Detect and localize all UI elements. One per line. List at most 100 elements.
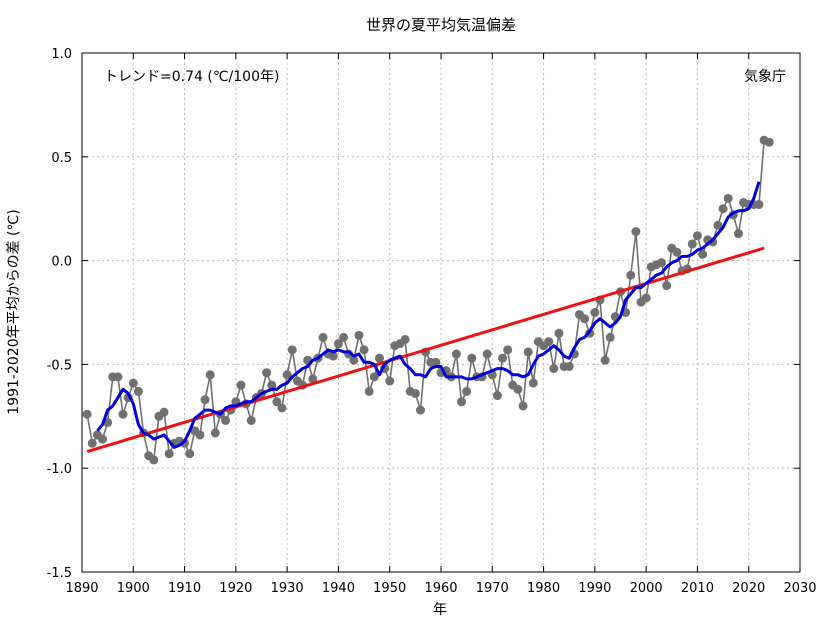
annual-anomaly-point <box>287 345 297 355</box>
annual-anomaly-point <box>626 270 636 280</box>
annual-anomaly-point <box>457 397 467 407</box>
annual-anomaly-point <box>451 349 461 359</box>
y-tick-label: 0.5 <box>51 151 72 166</box>
annual-anomaly-point <box>262 368 272 378</box>
annual-anomaly-point <box>467 353 477 363</box>
x-tick-label: 1960 <box>424 581 457 596</box>
annual-anomaly-point <box>713 220 723 230</box>
annual-anomaly-point <box>282 370 292 380</box>
annual-anomaly-point <box>523 347 533 357</box>
y-tick-label: -1.0 <box>47 462 72 477</box>
annual-anomaly-point <box>605 332 615 342</box>
annual-anomaly-point <box>339 332 349 342</box>
annual-anomaly-point <box>733 229 743 239</box>
annual-anomaly-point <box>113 372 123 382</box>
annual-anomaly-point <box>185 449 195 459</box>
x-tick-label: 1920 <box>219 581 252 596</box>
annual-anomaly-point <box>641 293 651 303</box>
annual-anomaly-point <box>410 388 420 398</box>
annual-anomaly-point <box>662 281 672 291</box>
annual-anomaly-point <box>82 409 92 419</box>
annual-anomaly-point <box>513 384 523 394</box>
y-tick-label: -1.5 <box>47 566 72 581</box>
annual-anomaly-point <box>554 328 564 338</box>
x-tick-label: 2030 <box>783 581 816 596</box>
annual-anomaly-point <box>333 339 343 349</box>
annual-anomaly-point <box>149 455 159 465</box>
y-tick-label: 1.0 <box>51 47 72 62</box>
annual-anomaly-point <box>277 403 287 413</box>
annual-anomaly-point <box>272 397 282 407</box>
annual-anomaly-point <box>400 334 410 344</box>
annual-anomaly-point <box>205 370 215 380</box>
gridlines <box>82 53 800 572</box>
annual-anomaly-point <box>246 415 256 425</box>
annual-anomaly-point <box>431 357 441 367</box>
series-layer <box>82 135 774 465</box>
annual-anomaly-point <box>657 258 667 268</box>
annual-anomaly-point <box>549 364 559 374</box>
y-tick-label: -0.5 <box>47 358 72 373</box>
annual-anomaly-point <box>349 355 359 365</box>
x-tick-label: 1890 <box>65 581 98 596</box>
annual-anomaly-point <box>364 386 374 396</box>
annual-anomaly-point <box>698 249 708 259</box>
source-label: 気象庁 <box>744 69 786 85</box>
annual-anomaly-point <box>359 345 369 355</box>
annual-anomaly-point <box>518 401 528 411</box>
annual-anomaly-point <box>708 237 718 247</box>
annual-anomaly-point <box>164 449 174 459</box>
annual-anomaly-point <box>128 378 138 388</box>
annual-anomaly-point <box>600 355 610 365</box>
annual-anomaly-point <box>580 314 590 324</box>
annual-anomaly-point <box>118 409 128 419</box>
y-axis-label: 1991-2020年平均からの差 (℃) <box>6 209 22 414</box>
annual-anomaly-point <box>200 395 210 405</box>
annual-anomaly-point <box>210 428 220 438</box>
annual-anomaly-point <box>318 332 328 342</box>
annual-anomaly-point <box>180 438 190 448</box>
annual-anomaly-point <box>369 372 379 382</box>
annual-anomaly-point <box>687 239 697 249</box>
annual-anomaly-point <box>672 247 682 257</box>
annual-anomaly-point <box>308 374 318 384</box>
x-tick-label: 1970 <box>476 581 509 596</box>
annual-anomaly-point <box>328 351 338 361</box>
x-tick-label: 2010 <box>681 581 714 596</box>
chart-title: 世界の夏平均気温偏差 <box>366 16 516 34</box>
annual-anomaly-point <box>385 376 395 386</box>
x-tick-label: 1950 <box>373 581 406 596</box>
trend-line <box>86 246 765 454</box>
annual-anomaly-point <box>723 193 733 203</box>
annual-anomaly-point <box>492 391 502 401</box>
annual-anomaly-point <box>374 353 384 363</box>
x-axis-label: 年 <box>433 602 447 618</box>
annual-anomaly-point <box>415 405 425 415</box>
annual-anomaly-point <box>87 438 97 448</box>
annual-anomaly-point <box>692 231 702 241</box>
y-tick-label: 0.0 <box>51 255 72 270</box>
x-tick-label: 1990 <box>578 581 611 596</box>
annual-anomaly-point <box>159 407 169 417</box>
annual-anomaly-point <box>354 330 364 340</box>
annual-anomaly-point <box>267 380 277 390</box>
annual-anomaly-point <box>764 137 774 147</box>
annual-anomaly-point <box>544 337 554 347</box>
annual-anomaly-point <box>221 415 231 425</box>
annual-anomaly-point <box>236 380 246 390</box>
x-tick-label: 1930 <box>271 581 304 596</box>
annual-anomaly-point <box>718 204 728 214</box>
trend-annotation: トレンド=0.74 (℃/100年) <box>104 69 279 85</box>
annual-anomaly-point <box>528 378 538 388</box>
annual-anomaly-point <box>564 361 574 371</box>
annual-anomaly-point <box>98 434 108 444</box>
x-tick-label: 1910 <box>168 581 201 596</box>
annual-anomaly-point <box>133 386 143 396</box>
annual-anomaly-point <box>498 353 508 363</box>
annual-anomaly-point <box>631 227 641 237</box>
x-tick-label: 1900 <box>117 581 150 596</box>
x-tick-label: 2000 <box>630 581 663 596</box>
annual-anomaly-point <box>195 430 205 440</box>
